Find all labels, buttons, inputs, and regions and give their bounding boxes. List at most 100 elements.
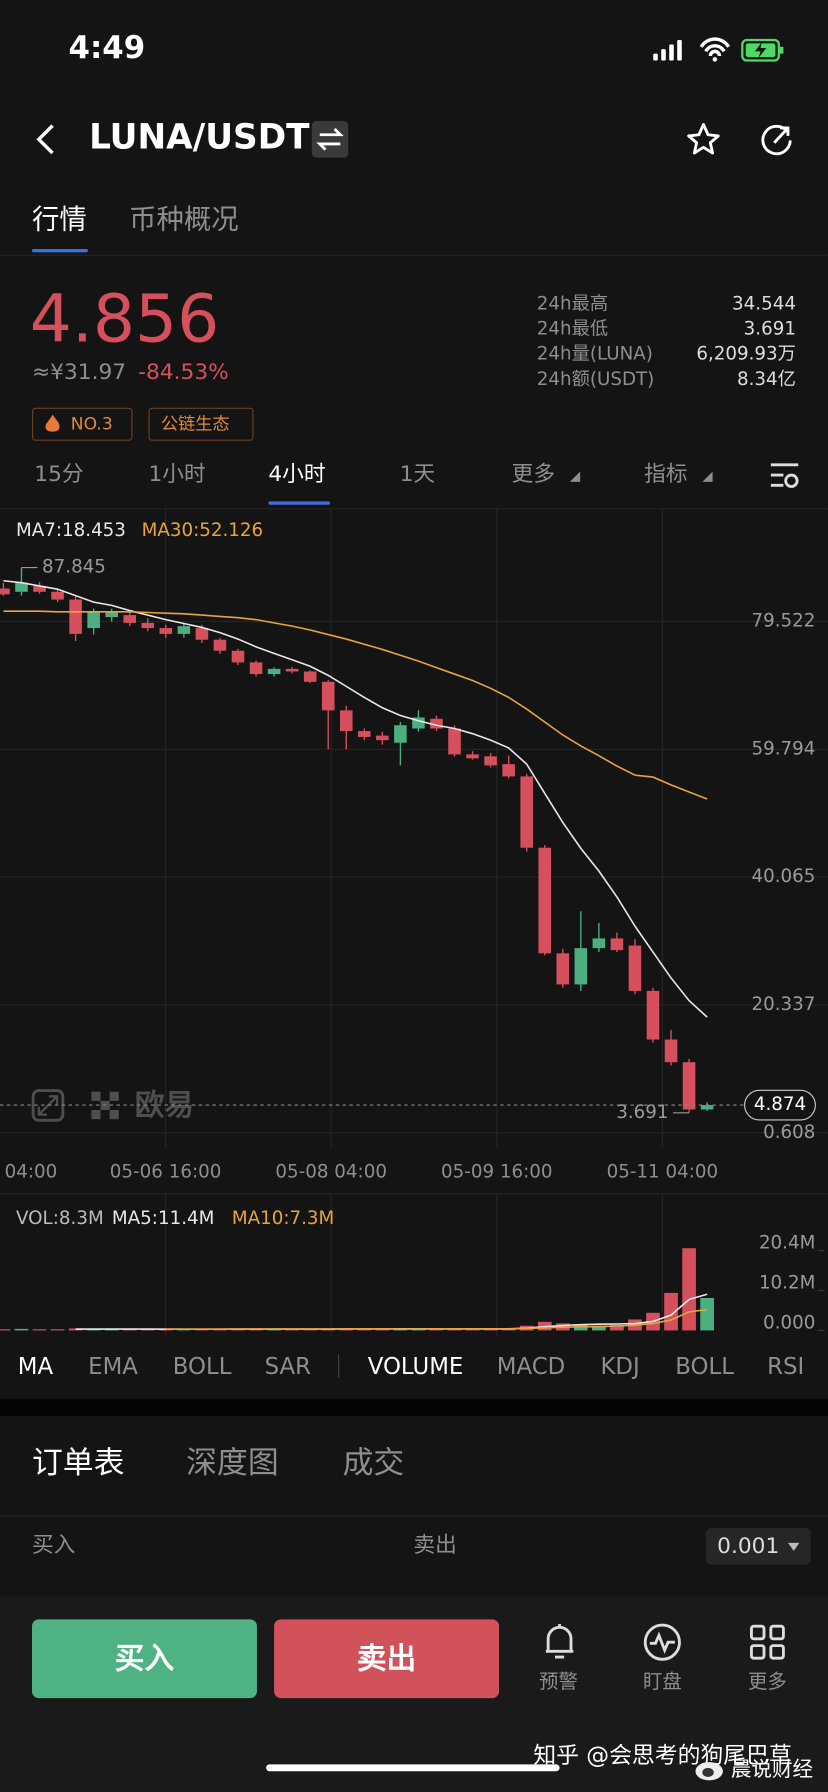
volume-bar [682, 1248, 696, 1331]
candle-body [231, 650, 245, 663]
candle-body [0, 588, 10, 595]
volume-bar [592, 1325, 606, 1331]
candle-body [123, 615, 137, 623]
divider [0, 254, 828, 256]
indicator-tab[interactable]: RSI [767, 1352, 805, 1380]
candle-body [87, 611, 100, 629]
candle-body [700, 1105, 714, 1110]
share-button[interactable] [758, 121, 795, 158]
alert-icon[interactable] [541, 1622, 578, 1663]
volume-ma-legend: MA5:11.4M [111, 1207, 215, 1229]
candle-body [646, 990, 660, 1040]
indicator-tab[interactable]: SAR [264, 1352, 311, 1380]
candle-body [177, 626, 191, 634]
x-tick-label: 05-09 16:00 [440, 1160, 553, 1182]
candle-body [159, 628, 173, 634]
candle-body [628, 945, 642, 991]
buy-column: 买入 [31, 1532, 76, 1558]
interval[interactable]: 4小时 [268, 461, 326, 487]
indicator-tab[interactable]: MA [17, 1352, 54, 1380]
y-tick-label: 79.522 [751, 610, 815, 631]
tag: 公链生态 [148, 407, 254, 441]
sell-button[interactable]: 卖出 [274, 1619, 500, 1699]
volume-bar [122, 1329, 137, 1331]
candle-body [448, 728, 461, 755]
cny-price: ≈¥31.97 [31, 359, 127, 385]
divider [0, 508, 828, 510]
candle-body [682, 1062, 696, 1110]
volume-bar [375, 1329, 390, 1331]
x-tick-label: 05-06 16:00 [109, 1160, 222, 1182]
indicator-tab[interactable]: VOLUME [367, 1352, 464, 1380]
stat-label: 24h量(LUNA) [536, 342, 653, 365]
chart-settings[interactable] [770, 461, 800, 488]
interval[interactable]: 更多 [511, 461, 556, 487]
y-tick-label: 59.794 [751, 738, 815, 759]
candle-body [141, 622, 155, 629]
tab[interactable]: 币种概况 [129, 203, 239, 236]
indicator-tab[interactable]: KDJ [600, 1352, 640, 1380]
divider [0, 1193, 828, 1195]
favorite-button[interactable] [685, 121, 722, 158]
candle-body [664, 1039, 678, 1063]
order-tab[interactable]: 成交 [342, 1445, 405, 1482]
stat-value: 6,209.93万 [696, 342, 796, 365]
high-label: 87.845 [42, 557, 106, 578]
stat-value: 3.691 [743, 317, 796, 340]
x-tick-label: 04:00 [4, 1160, 58, 1182]
x-tick-label: 05-11 04:00 [606, 1160, 719, 1182]
more-icon[interactable] [749, 1624, 786, 1661]
indicator-tab[interactable]: EMA [88, 1352, 138, 1380]
candle-body [394, 725, 407, 743]
volume-ma-line [165, 1308, 708, 1330]
tag: NO.3 [31, 407, 133, 441]
indicator-tab[interactable]: BOLL [172, 1352, 232, 1380]
precision-select[interactable]: 0.001 [705, 1527, 811, 1565]
indicator-tab[interactable]: MACD [496, 1352, 566, 1380]
interval[interactable]: 指标 [644, 461, 688, 487]
y-tick-label: 0.608 [763, 1122, 815, 1143]
stat-value: 34.544 [732, 292, 796, 315]
volume-tick-label: 0.000 [763, 1313, 815, 1334]
candle-body [339, 710, 353, 732]
tool-label[interactable]: 盯盘 [642, 1670, 682, 1694]
candle-body [105, 611, 118, 618]
swap-button[interactable] [311, 121, 349, 158]
volume-legend: VOL:8.3M [15, 1207, 104, 1229]
candle-body [430, 718, 443, 729]
buy-button-text: 买入 [114, 1642, 175, 1677]
flame-icon [45, 414, 60, 432]
interval[interactable]: 15分 [34, 461, 84, 487]
indicator-tab[interactable]: BOLL [675, 1352, 734, 1380]
interval[interactable]: 1天 [399, 461, 436, 487]
interval[interactable]: 1小时 [148, 461, 206, 487]
order-tab[interactable]: 订单表 [31, 1445, 125, 1482]
candle-body [321, 681, 335, 711]
weibo-text: 晨说财经 [730, 1757, 814, 1782]
candle-body [610, 938, 624, 951]
tool-label[interactable]: 更多 [748, 1670, 787, 1694]
back-button[interactable] [32, 121, 62, 158]
tab[interactable]: 行情 [31, 203, 87, 236]
dropdown-arrow [787, 1542, 800, 1551]
candle-body [412, 717, 425, 729]
low-label: 3.691 [616, 1102, 668, 1123]
pair-title: LUNA/USDT [89, 117, 310, 158]
buy-button[interactable]: 买入 [31, 1619, 257, 1699]
ma-line [3, 610, 708, 800]
ma-legend: MA7:18.453 [16, 520, 126, 541]
order-tab[interactable]: 深度图 [186, 1445, 279, 1482]
candle-body [574, 948, 588, 985]
candle-body [502, 764, 515, 777]
watch-icon[interactable] [643, 1623, 682, 1662]
volume-bar [104, 1329, 119, 1331]
candle-body [195, 628, 209, 640]
tool-label[interactable]: 预警 [539, 1670, 578, 1694]
volume-ma-line [75, 1293, 708, 1330]
volume-bar [0, 1329, 11, 1331]
candle-body [538, 847, 552, 954]
candle-body [267, 668, 281, 675]
last-price: 4.856 [29, 279, 220, 358]
